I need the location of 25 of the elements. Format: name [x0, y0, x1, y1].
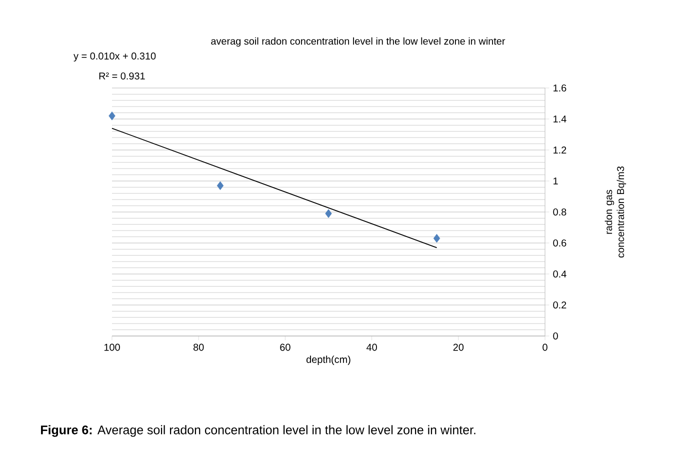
y-axis-title: radon gas concentration Bq/m3 [604, 166, 626, 258]
y-tick-label: 0.4 [553, 270, 566, 278]
text: y = 0.010x + 0.310 [74, 52, 156, 62]
y-tick-label: 1.2 [554, 146, 566, 154]
x-tick-label: 40 [366, 344, 377, 351]
chart-title: averag soil radon concentration level in the low level zone in winter [211, 37, 506, 47]
x-axis-title: depth(cm) [306, 356, 350, 365]
x-tick-label: 20 [453, 344, 464, 351]
point [433, 234, 440, 243]
y-tick-label: 0.6 [553, 239, 566, 247]
text: Figure 6: Average soil radon concentration level in the low level zone in winter. [41, 425, 476, 437]
x-tick-label: 60 [280, 344, 290, 351]
y-tick-label: 0.8 [553, 208, 566, 216]
x-tick-label: 100 [104, 344, 120, 351]
point [216, 181, 224, 190]
point [325, 209, 332, 218]
point [108, 112, 116, 120]
y-tick-label: 0 [553, 332, 558, 340]
y-tick-label: 1 [554, 178, 558, 184]
y-tick-label: 1.4 [554, 116, 566, 122]
y-tick-label: 0.2 [553, 301, 566, 309]
x-tick-label: 0 [542, 344, 548, 351]
y-tick-label: 1.6 [554, 84, 566, 92]
x-tick-label: 80 [193, 344, 204, 351]
text: R² = 0.931 [99, 72, 145, 80]
